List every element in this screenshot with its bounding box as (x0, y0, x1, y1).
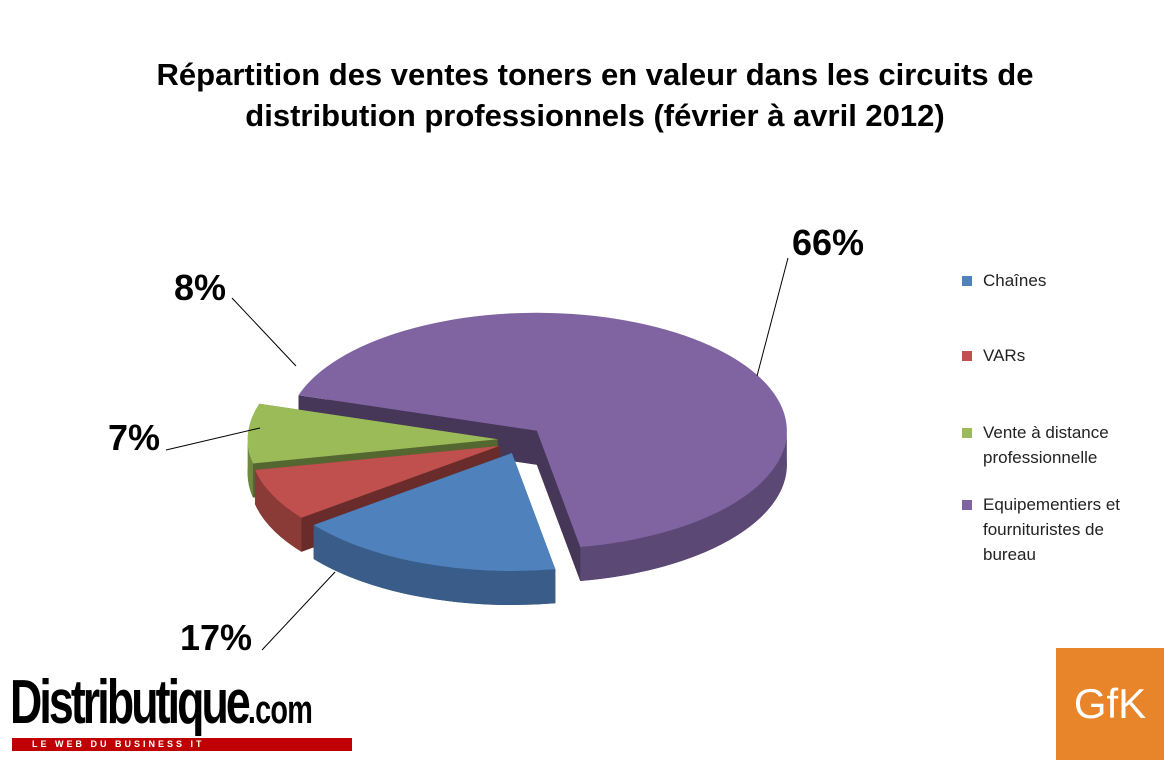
slice-side (254, 470, 302, 552)
logo-text: Distributique.com (10, 668, 313, 745)
slice-side (247, 439, 253, 498)
slice-radial-wall (536, 430, 581, 581)
logo-distributique: Distributique.com LE WEB DU BUSINESS IT (10, 668, 430, 751)
pie-slice (247, 403, 498, 464)
legend-item: Equipementiers et fournituristes de bure… (962, 492, 1137, 567)
pie-slice (298, 312, 787, 547)
logo-name: Distributique (10, 668, 251, 737)
slice-side (580, 430, 787, 581)
logo-tagline: LE WEB DU BUSINESS IT (12, 738, 352, 751)
leader-line (231, 297, 297, 367)
legend-swatch (962, 351, 972, 361)
legend-label: Vente à distance professionnelle (983, 423, 1109, 467)
legend-item: VARs (962, 343, 1137, 368)
legend-item: Vente à distance professionnelle (962, 420, 1137, 470)
data-label: 17% (180, 617, 252, 658)
logo-suffix: .com (247, 688, 313, 732)
legend-label: Equipementiers et fournituristes de bure… (983, 495, 1121, 564)
legend-swatch (962, 500, 972, 510)
legend-label: VARs (983, 346, 1026, 365)
data-label: 7% (108, 417, 160, 458)
pie-slice (254, 445, 500, 518)
legend-label: Chaînes (983, 271, 1047, 290)
leader-line (261, 571, 336, 651)
legend-swatch (962, 428, 972, 438)
slice-side (313, 524, 556, 606)
data-label: 66% (792, 222, 864, 263)
legend-swatch (962, 276, 972, 286)
pie-slice (313, 453, 556, 572)
leader-line (165, 427, 261, 451)
data-label: 8% (174, 267, 226, 308)
chart-title: Répartition des ventes toners en valeur … (156, 57, 1034, 133)
legend-item: Chaînes (962, 268, 1137, 293)
pie-slice-group (313, 453, 556, 606)
leader-line (756, 257, 789, 377)
logo-gfk: GfK (1056, 648, 1164, 760)
